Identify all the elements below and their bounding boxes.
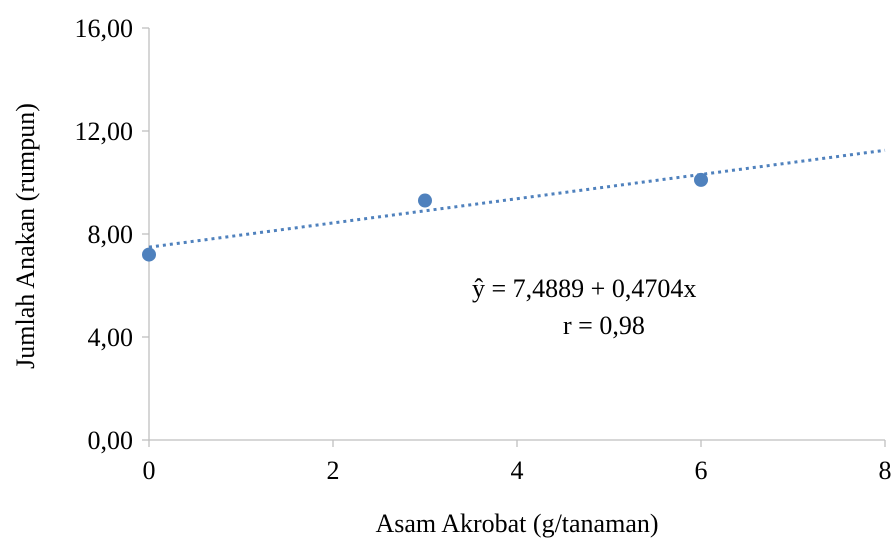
data-point <box>418 193 432 208</box>
data-point <box>694 172 708 187</box>
y-tick-label: 4,00 <box>88 323 134 352</box>
trendline <box>148 148 886 249</box>
data-points <box>142 172 708 262</box>
x-tick-label: 8 <box>879 456 892 485</box>
equation-annotation: ŷ = 7,4889 + 0,4704x <box>472 274 696 303</box>
x-axis-title: Asam Akrobat (g/tanaman) <box>375 509 658 538</box>
y-tick-label: 12,00 <box>75 117 134 146</box>
x-tick-label: 2 <box>327 456 340 485</box>
x-axis <box>148 439 886 447</box>
x-tick-label: 4 <box>511 456 524 485</box>
r-annotation: r = 0,98 <box>563 311 645 340</box>
x-tick-label: 6 <box>695 456 708 485</box>
x-tick-label: 0 <box>143 456 156 485</box>
y-tick-label: 8,00 <box>88 220 134 249</box>
y-axis-title: Jumlah Anakan (rumpun) <box>11 103 40 369</box>
y-tick-label: 16,00 <box>75 14 134 43</box>
y-axis <box>142 27 150 441</box>
y-tick-label: 0,00 <box>88 426 134 455</box>
x-tick-labels: 0 2 4 6 8 <box>143 456 892 485</box>
data-point <box>142 247 156 262</box>
y-tick-labels: 0,00 4,00 8,00 12,00 16,00 <box>75 14 134 455</box>
